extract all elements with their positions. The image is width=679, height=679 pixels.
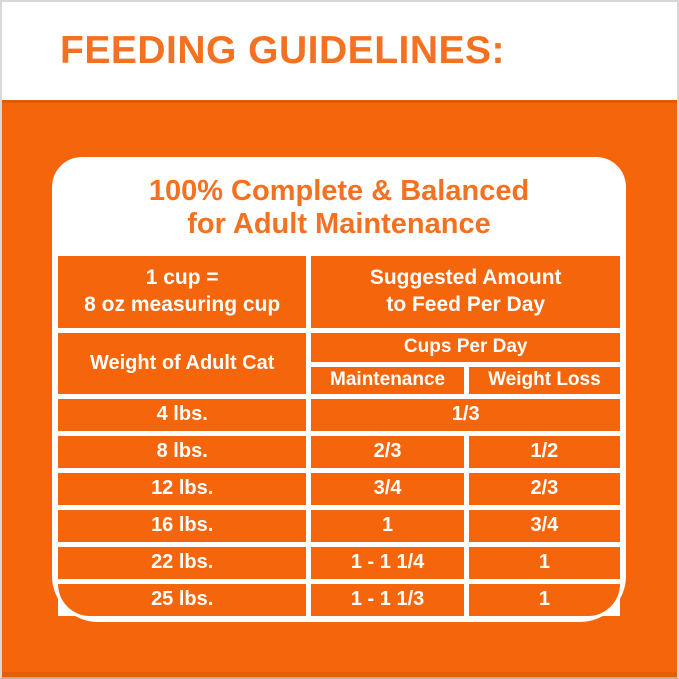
table-row-maintenance: 1 [311,509,464,542]
table-row-weight-loss: 3/4 [468,509,620,542]
table-row-weight: 22 lbs. [58,546,307,579]
bottom-edge-strip [2,672,677,677]
card-title-line1: 100% Complete & Balanced [148,175,530,207]
guidelines-card: 100% Complete & Balanced for Adult Maint… [52,157,626,622]
cup-definition-line2: 8 oz measuring cup [84,292,281,316]
table-row-maintenance: 1 - 1 1/3 [311,583,464,616]
table-row-maintenance: 3/4 [311,472,464,505]
table-row-weight: 16 lbs. [58,509,307,542]
column-header-maintenance: Maintenance [311,366,464,394]
feeding-table: 1 cup = 8 oz measuring cup Suggested Amo… [58,255,620,616]
cup-definition-cell: 1 cup = 8 oz measuring cup [58,255,307,328]
column-header-cups-per-day: Cups Per Day [311,332,620,362]
card-title-line2: for Adult Maintenance [187,207,491,240]
table-row-weight: 25 lbs. [58,583,307,616]
column-header-weight-loss: Weight Loss [468,366,620,394]
table-row-maintenance: 1 - 1 1/4 [311,546,464,579]
table-row-weight: 8 lbs. [58,435,307,468]
table-row-value-merged: 1/3 [311,398,620,431]
table-row-weight-loss: 1/2 [468,435,620,468]
column-header-weight: Weight of Adult Cat [58,332,307,394]
table-row-weight-loss: 2/3 [468,472,620,505]
table-row-weight: 12 lbs. [58,472,307,505]
table-row-weight: 4 lbs. [58,398,307,431]
header-band: FEEDING GUIDELINES: [2,2,677,103]
table-row-weight-loss: 1 [468,546,620,579]
suggested-amount-line2: to Feed Per Day [386,292,546,316]
cup-definition-line1: 1 cup = [145,266,219,290]
suggested-amount-line1: Suggested Amount [369,266,562,290]
table-row-weight-loss: 1 [468,583,620,616]
page-title: FEEDING GUIDELINES: [60,29,506,72]
suggested-amount-cell: Suggested Amount to Feed Per Day [311,255,620,328]
card-title: 100% Complete & Balanced for Adult Maint… [58,157,620,256]
table-row-maintenance: 2/3 [311,435,464,468]
